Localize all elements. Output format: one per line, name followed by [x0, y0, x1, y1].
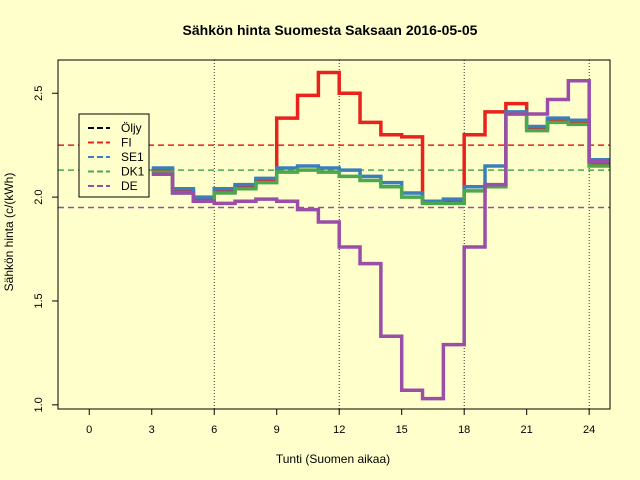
y-tick-label: 1.0: [33, 397, 45, 412]
legend-label: SE1: [121, 150, 144, 164]
y-tick-label: 1.5: [33, 293, 45, 308]
x-tick-label: 18: [458, 424, 470, 436]
legend-label: Öljy: [121, 121, 142, 135]
legend-label: DK1: [121, 165, 145, 179]
x-tick-label: 21: [521, 424, 533, 436]
x-axis-label: Tunti (Suomen aikaa): [276, 452, 390, 466]
legend-label: DE: [121, 179, 138, 193]
x-tick-label: 12: [333, 424, 345, 436]
series-line-dk1: [151, 112, 610, 206]
x-tick-label: 6: [211, 424, 217, 436]
x-tick-label: 3: [149, 424, 155, 436]
x-tick-label: 24: [583, 424, 595, 436]
chart-title: Sähkön hinta Suomesta Saksaan 2016-05-05: [183, 22, 478, 38]
legend-label: FI: [121, 136, 132, 150]
x-tick-label: 0: [86, 424, 92, 436]
y-tick-label: 2.0: [33, 189, 45, 204]
y-tick-label: 2.5: [33, 86, 45, 101]
series-line-de: [151, 79, 610, 401]
x-tick-label: 15: [396, 424, 408, 436]
legend-box: [78, 113, 150, 198]
x-tick-label: 9: [274, 424, 280, 436]
plot-frame: [57, 59, 611, 410]
y-axis-label: Sähkön hinta (c/(kWh): [2, 173, 16, 292]
